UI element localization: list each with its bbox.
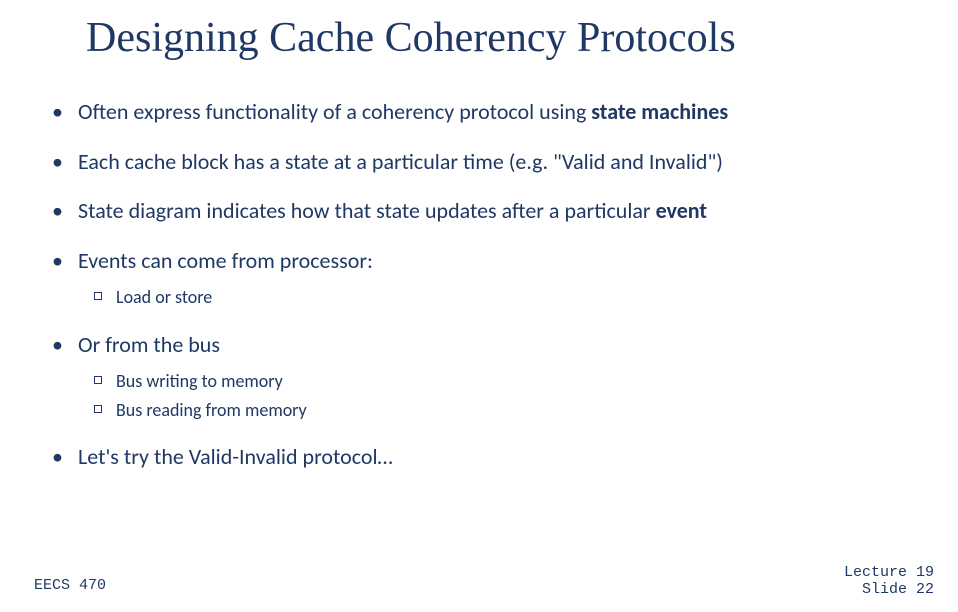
- bullet-text: Or from the bus: [78, 331, 220, 358]
- sub-item: Bus reading from memory: [92, 399, 928, 422]
- bullet-item: State diagram indicates how that state u…: [50, 197, 928, 225]
- bullet-text: Often express functionality of a coheren…: [78, 98, 591, 125]
- bullet-item: Events can come from processor: Load or …: [50, 247, 928, 309]
- bullet-text: Events can come from processor:: [78, 247, 373, 274]
- footer-slide-info: Lecture 19 Slide 22: [844, 564, 934, 599]
- bullet-bold: state machines: [591, 98, 728, 125]
- bullet-item: Each cache block has a state at a partic…: [50, 148, 928, 176]
- sub-text: Bus writing to memory: [116, 370, 283, 392]
- footer-lecture: Lecture 19: [844, 564, 934, 581]
- footer-slide: Slide 22: [844, 581, 934, 598]
- slide: Designing Cache Coherency Protocols Ofte…: [0, 0, 958, 612]
- bullet-text: Let's try the Valid-Invalid protocol…: [78, 443, 393, 470]
- sub-text: Bus reading from memory: [116, 399, 307, 421]
- bullet-item: Or from the bus Bus writing to memory Bu…: [50, 331, 928, 422]
- bullet-item: Let's try the Valid-Invalid protocol…: [50, 443, 928, 471]
- sub-item: Load or store: [92, 286, 928, 309]
- bullet-text: State diagram indicates how that state u…: [78, 197, 656, 224]
- bullet-bold: event: [656, 197, 707, 224]
- bullet-item: Often express functionality of a coheren…: [50, 98, 928, 126]
- bullet-list: Often express functionality of a coheren…: [50, 98, 928, 493]
- sub-list: Bus writing to memory Bus reading from m…: [92, 370, 928, 421]
- footer-course: EECS 470: [34, 577, 106, 594]
- sub-text: Load or store: [116, 286, 212, 308]
- sub-item: Bus writing to memory: [92, 370, 928, 393]
- bullet-text: Each cache block has a state at a partic…: [78, 148, 723, 175]
- sub-list: Load or store: [92, 286, 928, 309]
- slide-title: Designing Cache Coherency Protocols: [86, 14, 736, 62]
